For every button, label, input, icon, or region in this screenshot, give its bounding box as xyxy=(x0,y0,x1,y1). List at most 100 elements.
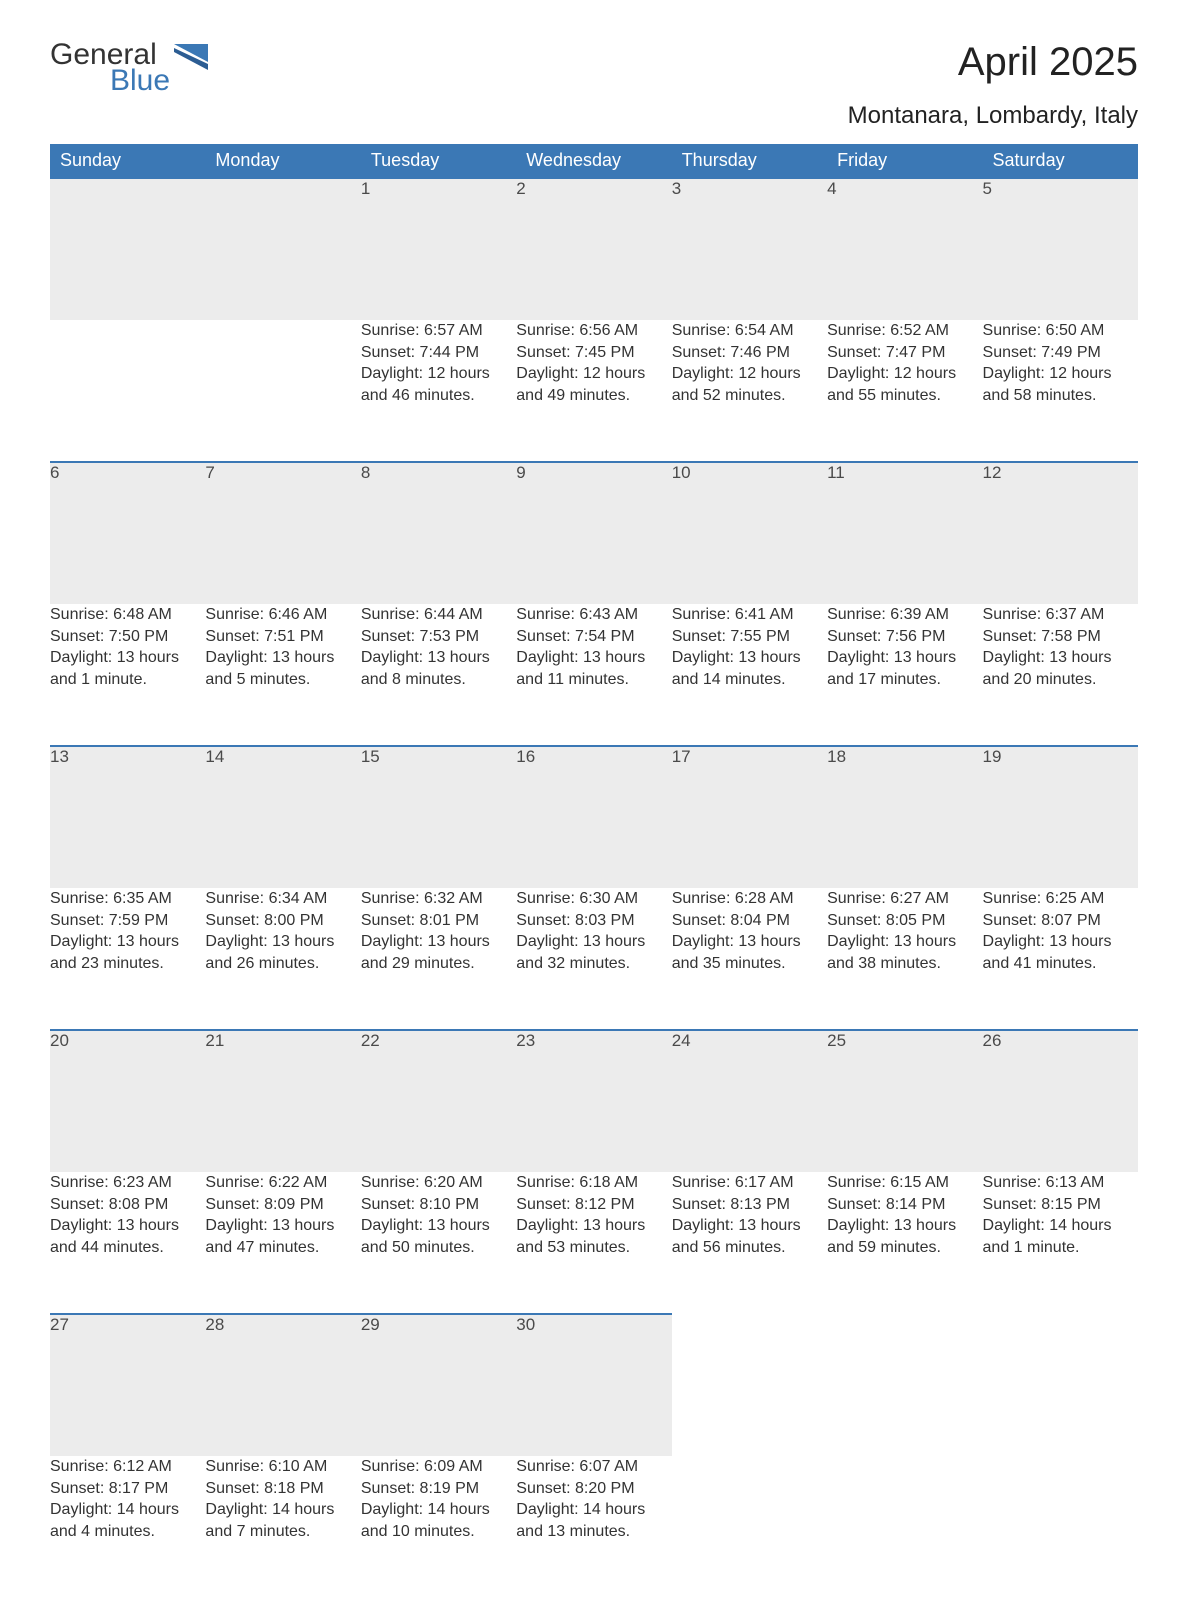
empty-day-cell xyxy=(672,1456,827,1598)
sunrise-line: Sunrise: 6:12 AM xyxy=(50,1456,205,1478)
weekday-header: Wednesday xyxy=(516,144,671,178)
day-cell: Sunrise: 6:44 AMSunset: 7:53 PMDaylight:… xyxy=(361,604,516,746)
day-number: 9 xyxy=(516,462,671,604)
daylight-line: Daylight: 13 hours and 1 minute. xyxy=(50,647,205,690)
day-number: 24 xyxy=(672,1030,827,1172)
sunrise-line: Sunrise: 6:35 AM xyxy=(50,888,205,910)
daylight-line: Daylight: 12 hours and 52 minutes. xyxy=(672,363,827,406)
empty-day-cell xyxy=(827,1456,982,1598)
sunset-line: Sunset: 8:08 PM xyxy=(50,1194,205,1216)
calendar-table: Sunday Monday Tuesday Wednesday Thursday… xyxy=(50,144,1138,1598)
sunrise-line: Sunrise: 6:50 AM xyxy=(983,320,1138,342)
day-number: 3 xyxy=(672,178,827,320)
daylight-line: Daylight: 14 hours and 4 minutes. xyxy=(50,1499,205,1542)
day-number: 19 xyxy=(983,746,1138,888)
daylight-line: Daylight: 14 hours and 7 minutes. xyxy=(205,1499,360,1542)
day-cell: Sunrise: 6:28 AMSunset: 8:04 PMDaylight:… xyxy=(672,888,827,1030)
daylight-line: Daylight: 12 hours and 46 minutes. xyxy=(361,363,516,406)
weekday-header: Saturday xyxy=(983,144,1138,178)
sunrise-line: Sunrise: 6:07 AM xyxy=(516,1456,671,1478)
day-cell: Sunrise: 6:23 AMSunset: 8:08 PMDaylight:… xyxy=(50,1172,205,1314)
daylight-line: Daylight: 14 hours and 1 minute. xyxy=(983,1215,1138,1258)
day-cell: Sunrise: 6:18 AMSunset: 8:12 PMDaylight:… xyxy=(516,1172,671,1314)
sunset-line: Sunset: 8:03 PM xyxy=(516,910,671,932)
sunset-line: Sunset: 7:45 PM xyxy=(516,342,671,364)
day-number: 22 xyxy=(361,1030,516,1172)
day-number: 4 xyxy=(827,178,982,320)
sunset-line: Sunset: 8:01 PM xyxy=(361,910,516,932)
sunset-line: Sunset: 7:59 PM xyxy=(50,910,205,932)
sunset-line: Sunset: 8:13 PM xyxy=(672,1194,827,1216)
sunset-line: Sunset: 8:07 PM xyxy=(983,910,1138,932)
sunrise-line: Sunrise: 6:48 AM xyxy=(50,604,205,626)
weekday-header: Tuesday xyxy=(361,144,516,178)
sunset-line: Sunset: 7:55 PM xyxy=(672,626,827,648)
daylight-line: Daylight: 13 hours and 56 minutes. xyxy=(672,1215,827,1258)
sunset-line: Sunset: 8:10 PM xyxy=(361,1194,516,1216)
sunset-line: Sunset: 7:54 PM xyxy=(516,626,671,648)
day-cell: Sunrise: 6:46 AMSunset: 7:51 PMDaylight:… xyxy=(205,604,360,746)
sunset-line: Sunset: 8:18 PM xyxy=(205,1478,360,1500)
day-cell: Sunrise: 6:22 AMSunset: 8:09 PMDaylight:… xyxy=(205,1172,360,1314)
sunset-line: Sunset: 8:19 PM xyxy=(361,1478,516,1500)
daylight-line: Daylight: 13 hours and 41 minutes. xyxy=(983,931,1138,974)
sunset-line: Sunset: 8:04 PM xyxy=(672,910,827,932)
daylight-line: Daylight: 14 hours and 10 minutes. xyxy=(361,1499,516,1542)
daylight-line: Daylight: 12 hours and 55 minutes. xyxy=(827,363,982,406)
sunset-line: Sunset: 7:58 PM xyxy=(983,626,1138,648)
day-cell: Sunrise: 6:30 AMSunset: 8:03 PMDaylight:… xyxy=(516,888,671,1030)
sunset-line: Sunset: 8:05 PM xyxy=(827,910,982,932)
day-number: 16 xyxy=(516,746,671,888)
daylight-line: Daylight: 14 hours and 13 minutes. xyxy=(516,1499,671,1542)
sunrise-line: Sunrise: 6:54 AM xyxy=(672,320,827,342)
daylight-line: Daylight: 13 hours and 35 minutes. xyxy=(672,931,827,974)
daylight-line: Daylight: 12 hours and 58 minutes. xyxy=(983,363,1138,406)
empty-day-cell xyxy=(983,1456,1138,1598)
empty-day-number xyxy=(205,178,360,320)
weekday-header: Thursday xyxy=(672,144,827,178)
day-number: 6 xyxy=(50,462,205,604)
day-cell: Sunrise: 6:27 AMSunset: 8:05 PMDaylight:… xyxy=(827,888,982,1030)
day-cell: Sunrise: 6:34 AMSunset: 8:00 PMDaylight:… xyxy=(205,888,360,1030)
sunrise-line: Sunrise: 6:27 AM xyxy=(827,888,982,910)
day-cell: Sunrise: 6:35 AMSunset: 7:59 PMDaylight:… xyxy=(50,888,205,1030)
sunset-line: Sunset: 8:12 PM xyxy=(516,1194,671,1216)
day-content-row: Sunrise: 6:23 AMSunset: 8:08 PMDaylight:… xyxy=(50,1172,1138,1314)
sunset-line: Sunset: 7:49 PM xyxy=(983,342,1138,364)
weekday-header: Sunday xyxy=(50,144,205,178)
sunrise-line: Sunrise: 6:20 AM xyxy=(361,1172,516,1194)
sunrise-line: Sunrise: 6:52 AM xyxy=(827,320,982,342)
sunrise-line: Sunrise: 6:43 AM xyxy=(516,604,671,626)
daylight-line: Daylight: 13 hours and 32 minutes. xyxy=(516,931,671,974)
day-number: 18 xyxy=(827,746,982,888)
empty-day-number xyxy=(983,1314,1138,1456)
empty-day-number xyxy=(827,1314,982,1456)
day-cell: Sunrise: 6:15 AMSunset: 8:14 PMDaylight:… xyxy=(827,1172,982,1314)
weekday-header: Monday xyxy=(205,144,360,178)
daylight-line: Daylight: 13 hours and 14 minutes. xyxy=(672,647,827,690)
daylight-line: Daylight: 13 hours and 47 minutes. xyxy=(205,1215,360,1258)
day-cell: Sunrise: 6:52 AMSunset: 7:47 PMDaylight:… xyxy=(827,320,982,462)
day-cell: Sunrise: 6:39 AMSunset: 7:56 PMDaylight:… xyxy=(827,604,982,746)
day-cell: Sunrise: 6:54 AMSunset: 7:46 PMDaylight:… xyxy=(672,320,827,462)
sunrise-line: Sunrise: 6:44 AM xyxy=(361,604,516,626)
day-cell: Sunrise: 6:09 AMSunset: 8:19 PMDaylight:… xyxy=(361,1456,516,1598)
day-number: 15 xyxy=(361,746,516,888)
sunrise-line: Sunrise: 6:34 AM xyxy=(205,888,360,910)
daylight-line: Daylight: 12 hours and 49 minutes. xyxy=(516,363,671,406)
day-number-row: 27282930 xyxy=(50,1314,1138,1456)
sunrise-line: Sunrise: 6:37 AM xyxy=(983,604,1138,626)
daylight-line: Daylight: 13 hours and 17 minutes. xyxy=(827,647,982,690)
day-content-row: Sunrise: 6:57 AMSunset: 7:44 PMDaylight:… xyxy=(50,320,1138,462)
day-number: 11 xyxy=(827,462,982,604)
day-cell: Sunrise: 6:25 AMSunset: 8:07 PMDaylight:… xyxy=(983,888,1138,1030)
sunrise-line: Sunrise: 6:10 AM xyxy=(205,1456,360,1478)
sunrise-line: Sunrise: 6:32 AM xyxy=(361,888,516,910)
sunrise-line: Sunrise: 6:56 AM xyxy=(516,320,671,342)
sunrise-line: Sunrise: 6:46 AM xyxy=(205,604,360,626)
daylight-line: Daylight: 13 hours and 38 minutes. xyxy=(827,931,982,974)
daylight-line: Daylight: 13 hours and 59 minutes. xyxy=(827,1215,982,1258)
sunset-line: Sunset: 7:47 PM xyxy=(827,342,982,364)
daylight-line: Daylight: 13 hours and 26 minutes. xyxy=(205,931,360,974)
daylight-line: Daylight: 13 hours and 5 minutes. xyxy=(205,647,360,690)
